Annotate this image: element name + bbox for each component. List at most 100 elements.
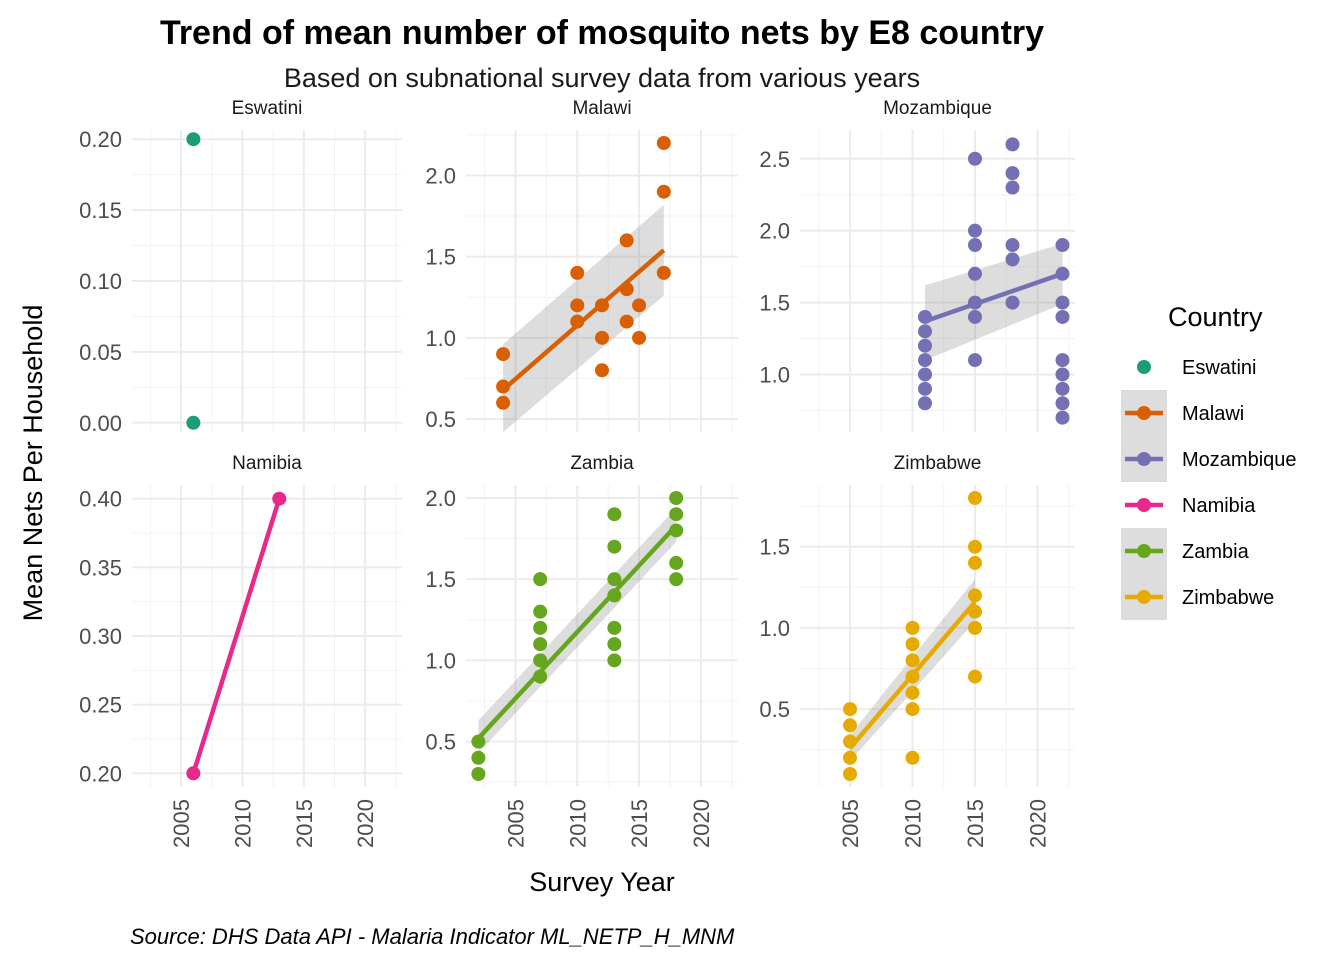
- data-point: [471, 750, 486, 765]
- data-point: [968, 238, 982, 253]
- data-point: [656, 184, 671, 199]
- legend-key-point: [1137, 452, 1151, 466]
- facet-label: Zimbabwe: [894, 453, 982, 474]
- data-point: [843, 750, 857, 765]
- data-point: [186, 415, 201, 430]
- legend-key-malawi: [1121, 390, 1167, 436]
- data-point: [968, 309, 982, 324]
- x-tick-label: 2020: [353, 799, 378, 848]
- data-point: [1005, 180, 1020, 195]
- data-point: [1055, 238, 1070, 253]
- y-tick-label: 1.5: [425, 567, 456, 592]
- data-point: [533, 653, 548, 668]
- data-point: [968, 295, 982, 310]
- data-point: [669, 555, 684, 570]
- data-point: [533, 637, 548, 652]
- legend-label: Zambia: [1182, 541, 1250, 563]
- data-point: [905, 669, 920, 684]
- data-point: [1055, 266, 1070, 281]
- facet-label: Malawi: [572, 98, 631, 119]
- data-point: [918, 309, 932, 324]
- y-tick-label: 2.0: [425, 163, 456, 188]
- y-tick-label: 0.15: [79, 198, 122, 223]
- x-tick-label: 2010: [230, 799, 255, 848]
- y-tick-label: 0.00: [79, 411, 122, 436]
- facet-label: Mozambique: [883, 98, 992, 119]
- data-point: [471, 767, 486, 782]
- data-point: [1055, 367, 1070, 382]
- legend-key-zimbabwe: [1121, 574, 1167, 620]
- x-tick-label: 2010: [565, 799, 590, 848]
- data-point: [570, 298, 585, 313]
- legend-key-mozambique: [1121, 436, 1167, 482]
- data-point: [918, 367, 932, 382]
- y-tick-label: 0.20: [79, 127, 122, 152]
- y-tick-label: 0.5: [425, 407, 456, 432]
- data-point: [496, 347, 511, 362]
- x-axis-title: Survey Year: [529, 867, 675, 897]
- data-point: [968, 223, 982, 238]
- data-point: [595, 363, 609, 378]
- legend-key-point: [1137, 360, 1151, 374]
- data-point: [619, 233, 634, 248]
- x-tick-label: 2005: [838, 799, 863, 848]
- y-tick-label: 1.5: [425, 245, 456, 270]
- y-tick-label: 1.5: [759, 535, 790, 560]
- data-point: [905, 637, 920, 652]
- data-point: [968, 604, 982, 619]
- data-point: [918, 381, 932, 396]
- y-tick-label: 0.05: [79, 340, 122, 365]
- data-point: [918, 396, 932, 411]
- data-point: [656, 135, 671, 150]
- legend-key-point: [1137, 498, 1151, 512]
- data-point: [669, 572, 684, 587]
- data-point: [968, 539, 982, 554]
- data-point: [1055, 396, 1070, 411]
- x-tick-label: 2020: [1026, 799, 1051, 848]
- data-point: [968, 151, 982, 166]
- data-point: [607, 588, 622, 603]
- data-point: [968, 490, 982, 505]
- data-point: [1055, 353, 1070, 368]
- y-tick-label: 2.0: [425, 486, 456, 511]
- y-tick-label: 0.35: [79, 555, 122, 580]
- data-point: [533, 604, 548, 619]
- data-point: [607, 572, 622, 587]
- y-tick-label: 1.0: [759, 362, 790, 387]
- data-point: [656, 265, 671, 280]
- data-point: [496, 379, 511, 394]
- y-axis-title: Mean Nets Per Household: [18, 305, 48, 622]
- chart-caption: Source: DHS Data API - Malaria Indicator…: [130, 924, 735, 949]
- data-point: [968, 620, 982, 635]
- facet-label: Eswatini: [232, 98, 303, 119]
- data-point: [918, 324, 932, 339]
- data-point: [533, 669, 548, 684]
- y-tick-label: 1.0: [759, 616, 790, 641]
- data-point: [186, 766, 201, 781]
- x-tick-label: 2015: [292, 799, 317, 848]
- confidence-band: [925, 243, 1063, 361]
- data-point: [1005, 238, 1020, 253]
- facet-panels: Eswatini 0.00 0.05 0.10 0.15 0.20 Malawi 0.5 1.0…: [79, 98, 1075, 848]
- data-point: [918, 338, 932, 353]
- data-point: [905, 750, 920, 765]
- data-point: [905, 653, 920, 668]
- data-point: [1005, 252, 1020, 267]
- legend-label: Zimbabwe: [1182, 587, 1274, 609]
- data-point: [968, 266, 982, 281]
- trend-line: [191, 498, 282, 774]
- y-tick-label: 1.0: [425, 326, 456, 351]
- data-point: [905, 620, 920, 635]
- x-tick-label: 2010: [901, 799, 926, 848]
- data-point: [1055, 309, 1070, 324]
- data-point: [471, 734, 486, 749]
- data-point: [607, 653, 622, 668]
- data-point: [843, 734, 857, 749]
- panel-zambia: Zambia 0.5 1.0 1.5 2.0 2005 2010 2015 2020: [425, 453, 738, 848]
- data-point: [607, 637, 622, 652]
- y-tick-label: 2.0: [759, 219, 790, 244]
- x-tick-label: 2020: [689, 799, 714, 848]
- data-point: [619, 314, 634, 329]
- facet-label: Namibia: [232, 453, 302, 474]
- trend-line: [924, 271, 1064, 324]
